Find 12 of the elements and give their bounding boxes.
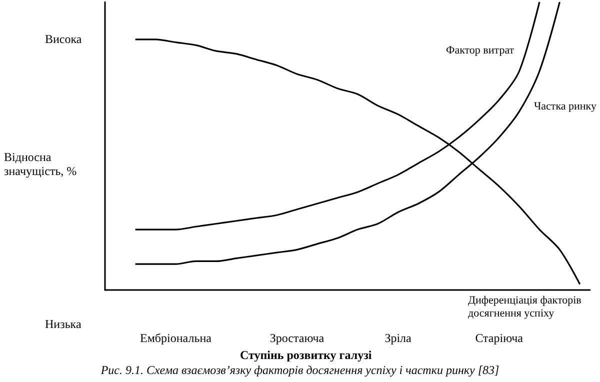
x-tick-label: Ембріональна: [140, 331, 212, 345]
x-axis-title: Ступінь розвитку галузі: [240, 348, 372, 362]
x-tick-label: Старіюча: [475, 331, 524, 345]
y-axis-title: Відносна значущість, %: [4, 150, 77, 178]
x-tick-label: Зріла: [384, 331, 412, 345]
series-label: Диференціація факторів досягнення успіху: [468, 294, 582, 320]
text: Висока: [45, 32, 82, 46]
series-label: Частка ринку: [534, 100, 597, 112]
series-label: Фактор витрат: [446, 44, 514, 56]
text: Рис. 9.1. Схема взаємозв’язку факторів досягнення успіху і частки ринку [83]: [100, 363, 500, 377]
text: Низька: [45, 317, 82, 331]
x-tick-label: Зростаюча: [270, 331, 325, 345]
